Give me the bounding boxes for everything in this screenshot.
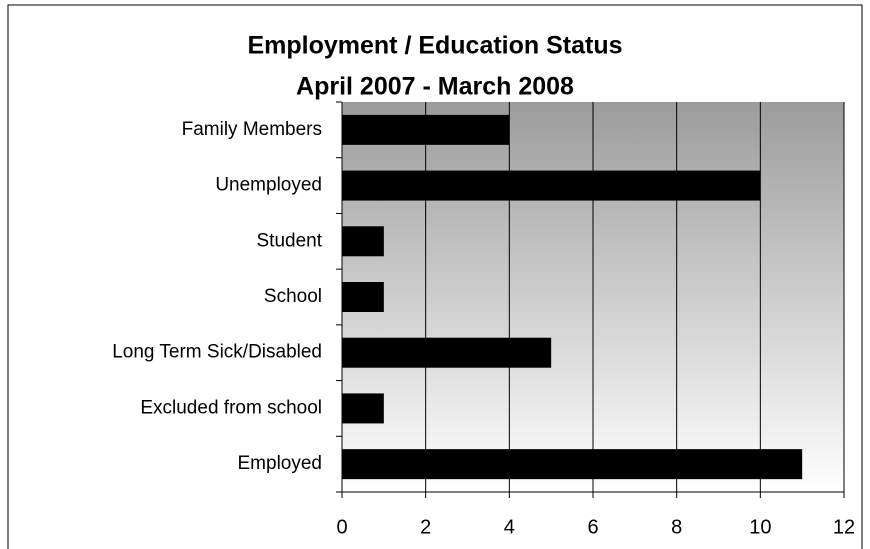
x-tick-label: 8 [671,516,682,538]
bar [342,282,384,312]
y-tick-label: Family Members [182,119,322,140]
x-tick-label: 4 [504,516,515,538]
x-tick-label: 12 [833,516,855,538]
bar [342,393,384,424]
x-tick-label: 10 [749,516,771,538]
y-tick-label: Excluded from school [140,397,322,418]
x-tick-label: 0 [336,516,347,538]
chart-subtitle: April 2007 - March 2008 [296,73,574,101]
chart-title: Employment / Education Status [247,32,622,60]
y-tick-label: School [264,286,322,307]
x-tick-label: 6 [587,516,598,538]
y-tick-label: Unemployed [215,175,322,196]
bar [342,114,510,145]
x-tick-label: 2 [420,516,431,538]
y-tick-label: Student [257,230,323,251]
bar [342,170,761,201]
bar [342,449,803,480]
bar [342,337,552,368]
y-tick-label: Long Term Sick/Disabled [112,342,322,363]
bar [342,226,384,257]
y-tick-label: Employed [238,453,323,474]
